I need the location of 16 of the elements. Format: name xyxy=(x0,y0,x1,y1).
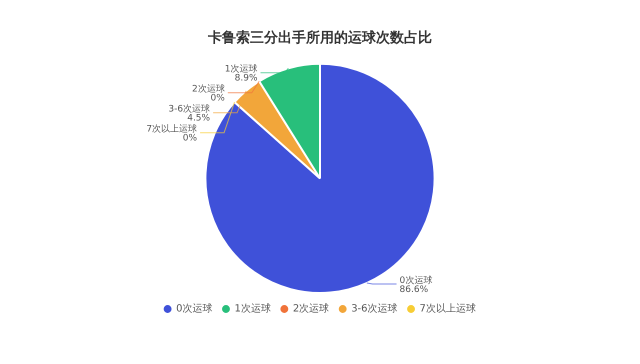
chart-title: 卡鲁索三分出手所用的运球次数占比 xyxy=(207,29,432,46)
legend-label: 0次运球 xyxy=(176,302,212,315)
legend-label: 3-6次运球 xyxy=(351,302,398,315)
text: 0% xyxy=(182,134,198,144)
legend-label: 2次运球 xyxy=(292,302,330,315)
legend-label: 7次以上运球 xyxy=(420,302,476,315)
slice-label: 0次运球 xyxy=(400,274,432,286)
slice-label: 3-6次运球 xyxy=(168,104,210,115)
data-label: 4.5% xyxy=(187,114,211,124)
category-label: 7次以上运球 xyxy=(146,124,198,135)
slice-label: 1次运球 xyxy=(224,64,258,75)
legend-label: 1次运球 xyxy=(234,302,271,315)
text: 0% xyxy=(210,94,225,104)
data-label: 86.6% xyxy=(400,284,429,295)
category-label: 2次运球 xyxy=(192,84,225,95)
data-label: 8.9% xyxy=(234,74,258,84)
